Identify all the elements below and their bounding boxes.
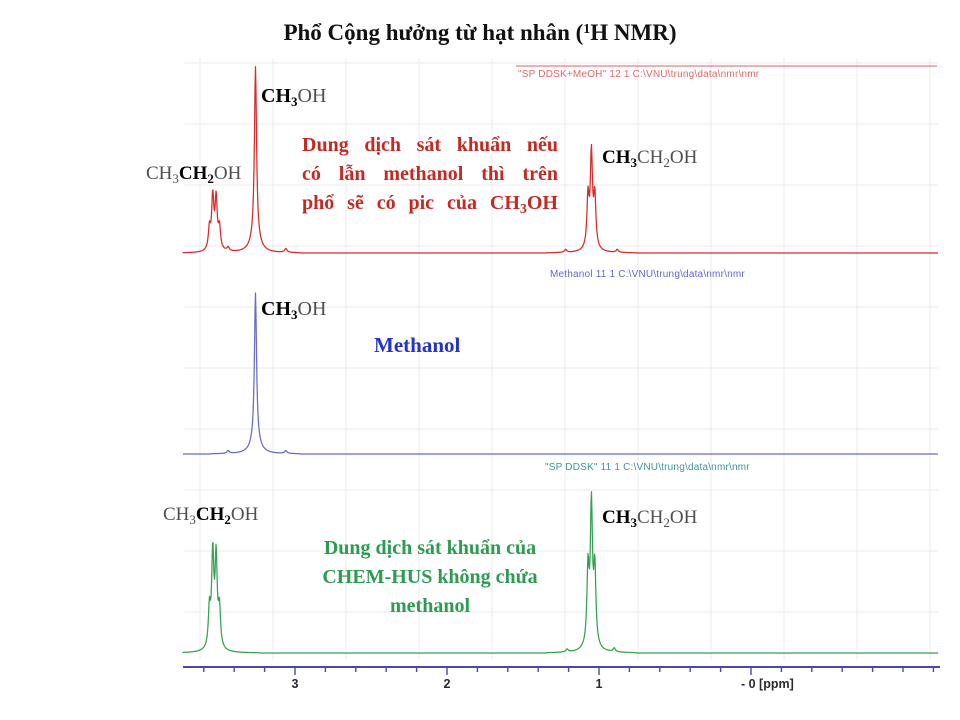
annotation-green-line1: Dung dịch sát khuẩn của xyxy=(323,537,537,559)
annotation-green-line2: CHEM-HUS không chứa xyxy=(322,566,538,588)
annotation-blue: Methanol xyxy=(374,333,461,357)
peak-label-methanol-red: CH3OH xyxy=(261,85,326,108)
formula-part: CH xyxy=(146,163,173,184)
formula-part: CH xyxy=(261,298,291,320)
annotation-red-line3-text: phổ sẽ có pic của CH xyxy=(302,192,520,214)
x-axis-tick-label: 2 xyxy=(444,677,451,691)
annotation-red-line1: Dung dịch sát khuẩn nếu xyxy=(302,134,558,156)
formula-part: OH xyxy=(297,298,327,320)
peak-label-ethanol-ch3-red: CH3CH2OH xyxy=(602,147,697,169)
formula-part: CH xyxy=(602,147,631,168)
formula-sub: 2 xyxy=(663,515,670,530)
formula-part: OH xyxy=(669,147,698,168)
formula-sub: 3 xyxy=(630,155,638,170)
title-superscript: 1 xyxy=(583,22,591,37)
x-axis-tick-label: 1 xyxy=(596,677,603,691)
formula-part: CH xyxy=(163,504,190,525)
annotation-green-line3: methanol xyxy=(390,595,470,617)
annotation-red-line3-sub: 3 xyxy=(519,202,527,217)
x-axis-tick-label: 3 xyxy=(292,677,299,691)
peak-label-ethanol-ch2-red: CH3CH2OH xyxy=(146,163,241,185)
spectrum-header-green: "SP DDSK" 11 1 C:\VNU\trung\data\nmr\nmr xyxy=(545,462,750,473)
formula-part: CH xyxy=(637,147,664,168)
formula-sub: 3 xyxy=(172,171,179,186)
formula-sub: 3 xyxy=(291,307,298,322)
annotation-green: Dung dịch sát khuẩn của CHEM-HUS không c… xyxy=(292,534,568,621)
formula-sub: 3 xyxy=(291,94,298,109)
annotation-red-line3-end: OH xyxy=(526,192,558,214)
formula-sub: 3 xyxy=(630,515,638,530)
title-text: Phổ Cộng hưởng từ hạt nhân ( xyxy=(283,20,584,45)
spectrum-trace-0 xyxy=(182,66,939,254)
title-text-end: H NMR) xyxy=(590,20,677,45)
formula-part: CH xyxy=(637,507,664,528)
figure-title: Phổ Cộng hưởng từ hạt nhân (1H NMR) xyxy=(0,20,960,46)
annotation-red-line3: phổ sẽ có pic của CH3OH xyxy=(302,189,558,218)
spectrum-header-blue: Methanol 11 1 C:\VNU\trung\data\nmr\nmr xyxy=(550,269,745,280)
formula-part: OH xyxy=(669,507,698,528)
formula-part: CH xyxy=(602,507,631,528)
peak-label-ethanol-ch3-green: CH3CH2OH xyxy=(602,507,697,529)
annotation-red-line2: có lẫn methanol thì trên xyxy=(302,163,558,185)
formula-sub: 2 xyxy=(207,171,214,186)
peak-label-ethanol-ch2-green: CH3CH2OH xyxy=(163,504,258,526)
formula-part: OH xyxy=(297,85,327,107)
formula-sub: 2 xyxy=(224,512,231,527)
spectrum-header-red: "SP DDSK+MeOH" 12 1 C:\VNU\trung\data\nm… xyxy=(518,69,760,80)
formula-part: OH xyxy=(230,504,259,525)
formula-part: CH xyxy=(178,163,208,184)
formula-part: OH xyxy=(213,163,242,184)
formula-sub: 3 xyxy=(189,512,196,527)
spectrum-trace-1 xyxy=(182,292,939,455)
x-axis-tick-label: - 0 [ppm] xyxy=(741,677,794,691)
peak-label-methanol-blue: CH3OH xyxy=(261,298,326,321)
formula-part: CH xyxy=(261,85,291,107)
annotation-red: Dung dịch sát khuẩn nếu có lẫn methanol … xyxy=(302,131,558,218)
formula-sub: 2 xyxy=(663,155,670,170)
formula-part: CH xyxy=(195,504,225,525)
spectrum-trace-2 xyxy=(182,491,939,654)
